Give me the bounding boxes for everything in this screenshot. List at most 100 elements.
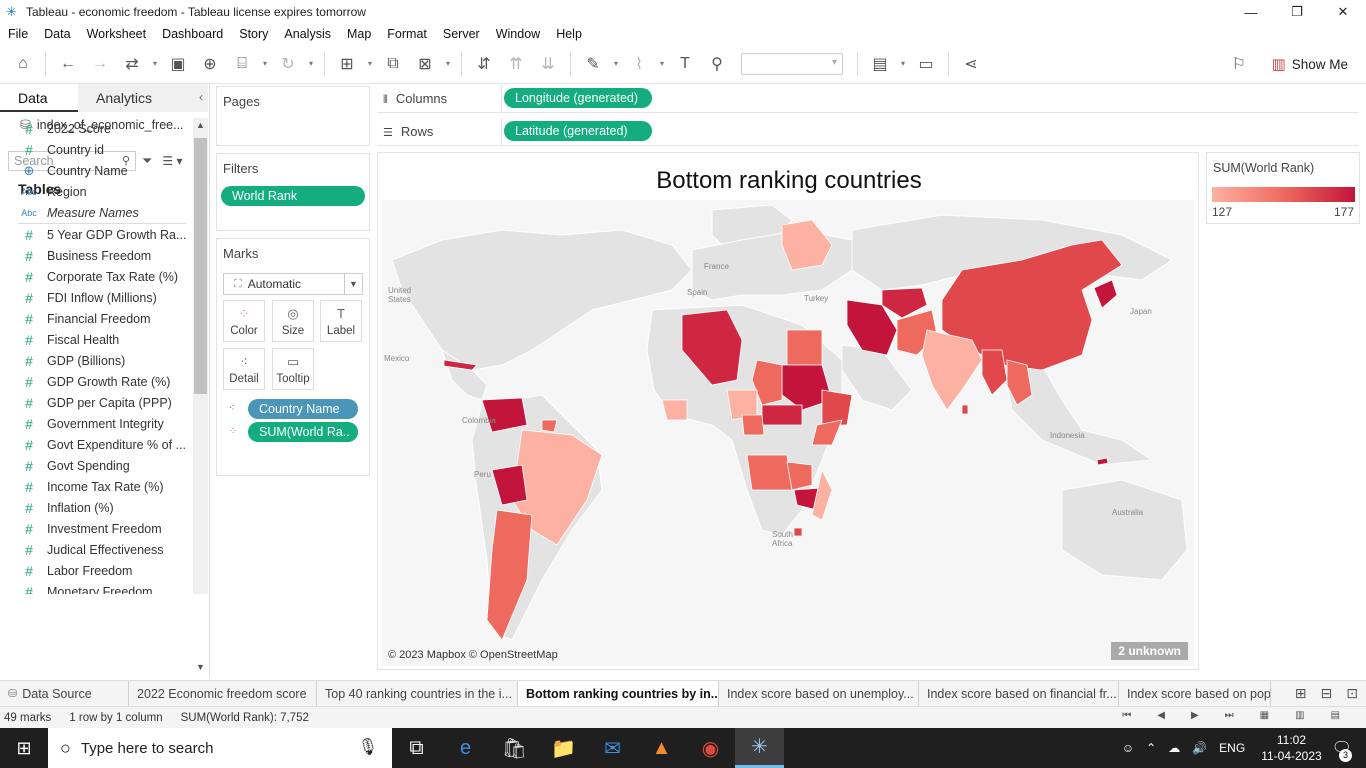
file-explorer-icon[interactable]: 📁 [551, 737, 576, 760]
tab-analytics[interactable]: Analytics [78, 84, 208, 112]
group-dropdown-icon[interactable]: ▾ [659, 59, 664, 68]
refresh-icon[interactable]: ↻ [281, 55, 295, 73]
field-search-input[interactable]: Search ⚲ [8, 151, 136, 171]
rows-pill-latitude[interactable]: Latitude (generated) [504, 121, 652, 141]
menu-story[interactable]: Story [239, 27, 269, 41]
field-item[interactable]: # Monetary Freedom [0, 581, 192, 595]
clock[interactable]: 11:02 11-04-2023 [1261, 732, 1322, 764]
world-map[interactable] [382, 200, 1194, 666]
new-worksheet-dropdown-icon[interactable]: ▾ [367, 59, 372, 68]
rows-shelf[interactable]: ☰ Rows Latitude (generated) [377, 118, 1359, 146]
field-item[interactable]: # Govt Spending [0, 455, 192, 476]
field-item[interactable]: # Inflation (%) [0, 497, 192, 518]
pause-updates-icon[interactable]: ⌸ [237, 54, 247, 72]
presentation-icon[interactable]: ▭ [918, 55, 934, 73]
prev-sheet-icon[interactable]: ◀ [1157, 710, 1165, 721]
sort-ascending-icon[interactable]: ⇈ [509, 55, 523, 73]
field-item[interactable]: # Fiscal Health [0, 329, 192, 350]
duplicate-icon[interactable]: ⧉ [387, 54, 399, 72]
field-item[interactable]: # GDP Growth Rate (%) [0, 371, 192, 392]
fix-axes-icon[interactable]: ⚲ [711, 55, 723, 73]
field-item[interactable]: # Corporate Tax Rate (%) [0, 266, 192, 287]
tooltip-button[interactable]: ▭ Tooltip [272, 348, 314, 390]
menu-map[interactable]: Map [346, 27, 372, 41]
pause-dropdown-icon[interactable]: ▾ [262, 59, 267, 68]
field-item[interactable]: # GDP (Billions) [0, 350, 192, 371]
language-indicator[interactable]: ENG [1219, 741, 1246, 755]
store-icon[interactable]: 🛍 [501, 737, 528, 760]
replay-dropdown-icon[interactable]: ▾ [152, 59, 157, 68]
color-legend[interactable]: SUM(World Rank) 127 177 [1206, 152, 1360, 224]
sheet-sorter-icon[interactable]: ▦ [1259, 710, 1270, 721]
menu-window[interactable]: Window [495, 27, 541, 41]
field-item[interactable]: # Income Tax Rate (%) [0, 476, 192, 497]
field-item[interactable]: # Financial Freedom [0, 308, 192, 329]
filters-shelf[interactable]: Filters World Rank [216, 153, 370, 231]
field-item[interactable]: # FDI Inflow (Millions) [0, 287, 192, 308]
share-icon[interactable]: ⋖ [964, 55, 978, 73]
refresh-dropdown-icon[interactable]: ▾ [308, 59, 313, 68]
tab-sheet[interactable]: Index score based on popu [1119, 680, 1271, 707]
tab-data[interactable]: Data [0, 84, 78, 112]
field-item[interactable]: #5 Year GDP Growth Ra... [0, 224, 192, 245]
tab-sheet[interactable]: 2022 Economic freedom score [129, 680, 317, 707]
field-item[interactable]: Abc Measure Names [0, 202, 192, 223]
field-item[interactable]: # Government Integrity [0, 413, 192, 434]
show-labels-icon[interactable]: T [680, 54, 690, 72]
show-cards-dropdown-icon[interactable]: ▾ [900, 59, 905, 68]
map-view[interactable]: France Spain Turkey United States Mexico… [382, 200, 1194, 666]
mark-pill-country-name[interactable]: Country Name [248, 399, 358, 419]
highlight-icon[interactable]: ✎ [586, 55, 600, 73]
first-sheet-icon[interactable]: ⏮ [1122, 710, 1132, 721]
network-icon[interactable]: ☁ [1168, 741, 1181, 755]
show-hidden-icons-icon[interactable]: ⌃ [1146, 741, 1157, 755]
edge-browser-icon[interactable]: e [459, 736, 472, 759]
data-source-item[interactable]: ⛁ index_of_economic_free... [0, 112, 209, 138]
color-button[interactable]: ⁘ Color [223, 300, 265, 342]
vlc-icon[interactable]: ▲ [651, 736, 672, 759]
microphone-icon[interactable]: 🎙 [357, 739, 378, 756]
mark-pill-sum-world-rank[interactable]: SUM(World Ra.. [248, 422, 358, 442]
menu-worksheet[interactable]: Worksheet [86, 27, 147, 41]
new-worksheet-icon[interactable]: ⊞ [1294, 685, 1307, 701]
tab-sheet[interactable]: Index score based on unemploy... [719, 680, 919, 707]
scrollbar-thumb[interactable] [194, 138, 207, 394]
taskbar-search-box[interactable]: ○ Type here to search 🎙 [48, 728, 392, 768]
field-item[interactable]: # Investment Freedom [0, 518, 192, 539]
field-item[interactable]: # Business Freedom [0, 245, 192, 266]
new-datasource-icon[interactable]: ⊕ [203, 55, 217, 73]
new-story-icon[interactable]: ⊡ [1346, 685, 1358, 701]
clear-dropdown-icon[interactable]: ▾ [445, 59, 450, 68]
filter-pill-world-rank[interactable]: World Rank [221, 186, 365, 206]
replay-icon[interactable]: ⇄ [125, 55, 139, 73]
home-icon[interactable]: ⌂ [18, 54, 28, 72]
device-preview-icon[interactable]: ⚐ [1231, 56, 1246, 73]
scroll-up-icon[interactable]: ▲ [196, 120, 205, 130]
people-icon[interactable]: ☺ [1121, 741, 1135, 755]
filter-icon[interactable]: ⏷ [142, 153, 153, 168]
new-dashboard-icon[interactable]: ⊟ [1320, 685, 1333, 701]
last-sheet-icon[interactable]: ⏭ [1224, 710, 1234, 721]
field-item[interactable]: # Govt Expenditure % of ... [0, 434, 192, 455]
menu-format[interactable]: Format [387, 27, 427, 41]
scroll-down-icon[interactable]: ▼ [196, 662, 205, 672]
menu-help[interactable]: Help [556, 27, 582, 41]
notifications-icon[interactable]: 🗨 3 [1331, 740, 1352, 762]
tableau-taskbar-icon[interactable]: ✳ [735, 728, 784, 768]
field-item[interactable]: #2022 Score [0, 118, 192, 139]
pages-shelf[interactable]: Pages [216, 86, 370, 146]
columns-pill-longitude[interactable]: Longitude (generated) [504, 88, 652, 108]
chrome-icon[interactable]: ◉ [701, 737, 720, 760]
field-item[interactable]: # GDP per Capita (PPP) [0, 392, 192, 413]
field-item[interactable]: # Labor Freedom [0, 560, 192, 581]
undo-icon[interactable]: ← [60, 54, 76, 72]
task-view-icon[interactable]: ⧉ [409, 736, 424, 759]
next-sheet-icon[interactable]: ▶ [1190, 710, 1199, 721]
field-item[interactable]: # Judical Effectiveness [0, 539, 192, 560]
menu-file[interactable]: File [8, 27, 29, 41]
show-me-button[interactable]: ▥ Show Me [1272, 55, 1348, 73]
detail-button[interactable]: ⁖ Detail [223, 348, 265, 390]
clear-sheet-icon[interactable]: ⊠ [418, 55, 432, 73]
tabs-view-icon[interactable]: ▤ [1330, 710, 1340, 721]
tab-sheet-active[interactable]: Bottom ranking countries by in... [518, 680, 719, 707]
